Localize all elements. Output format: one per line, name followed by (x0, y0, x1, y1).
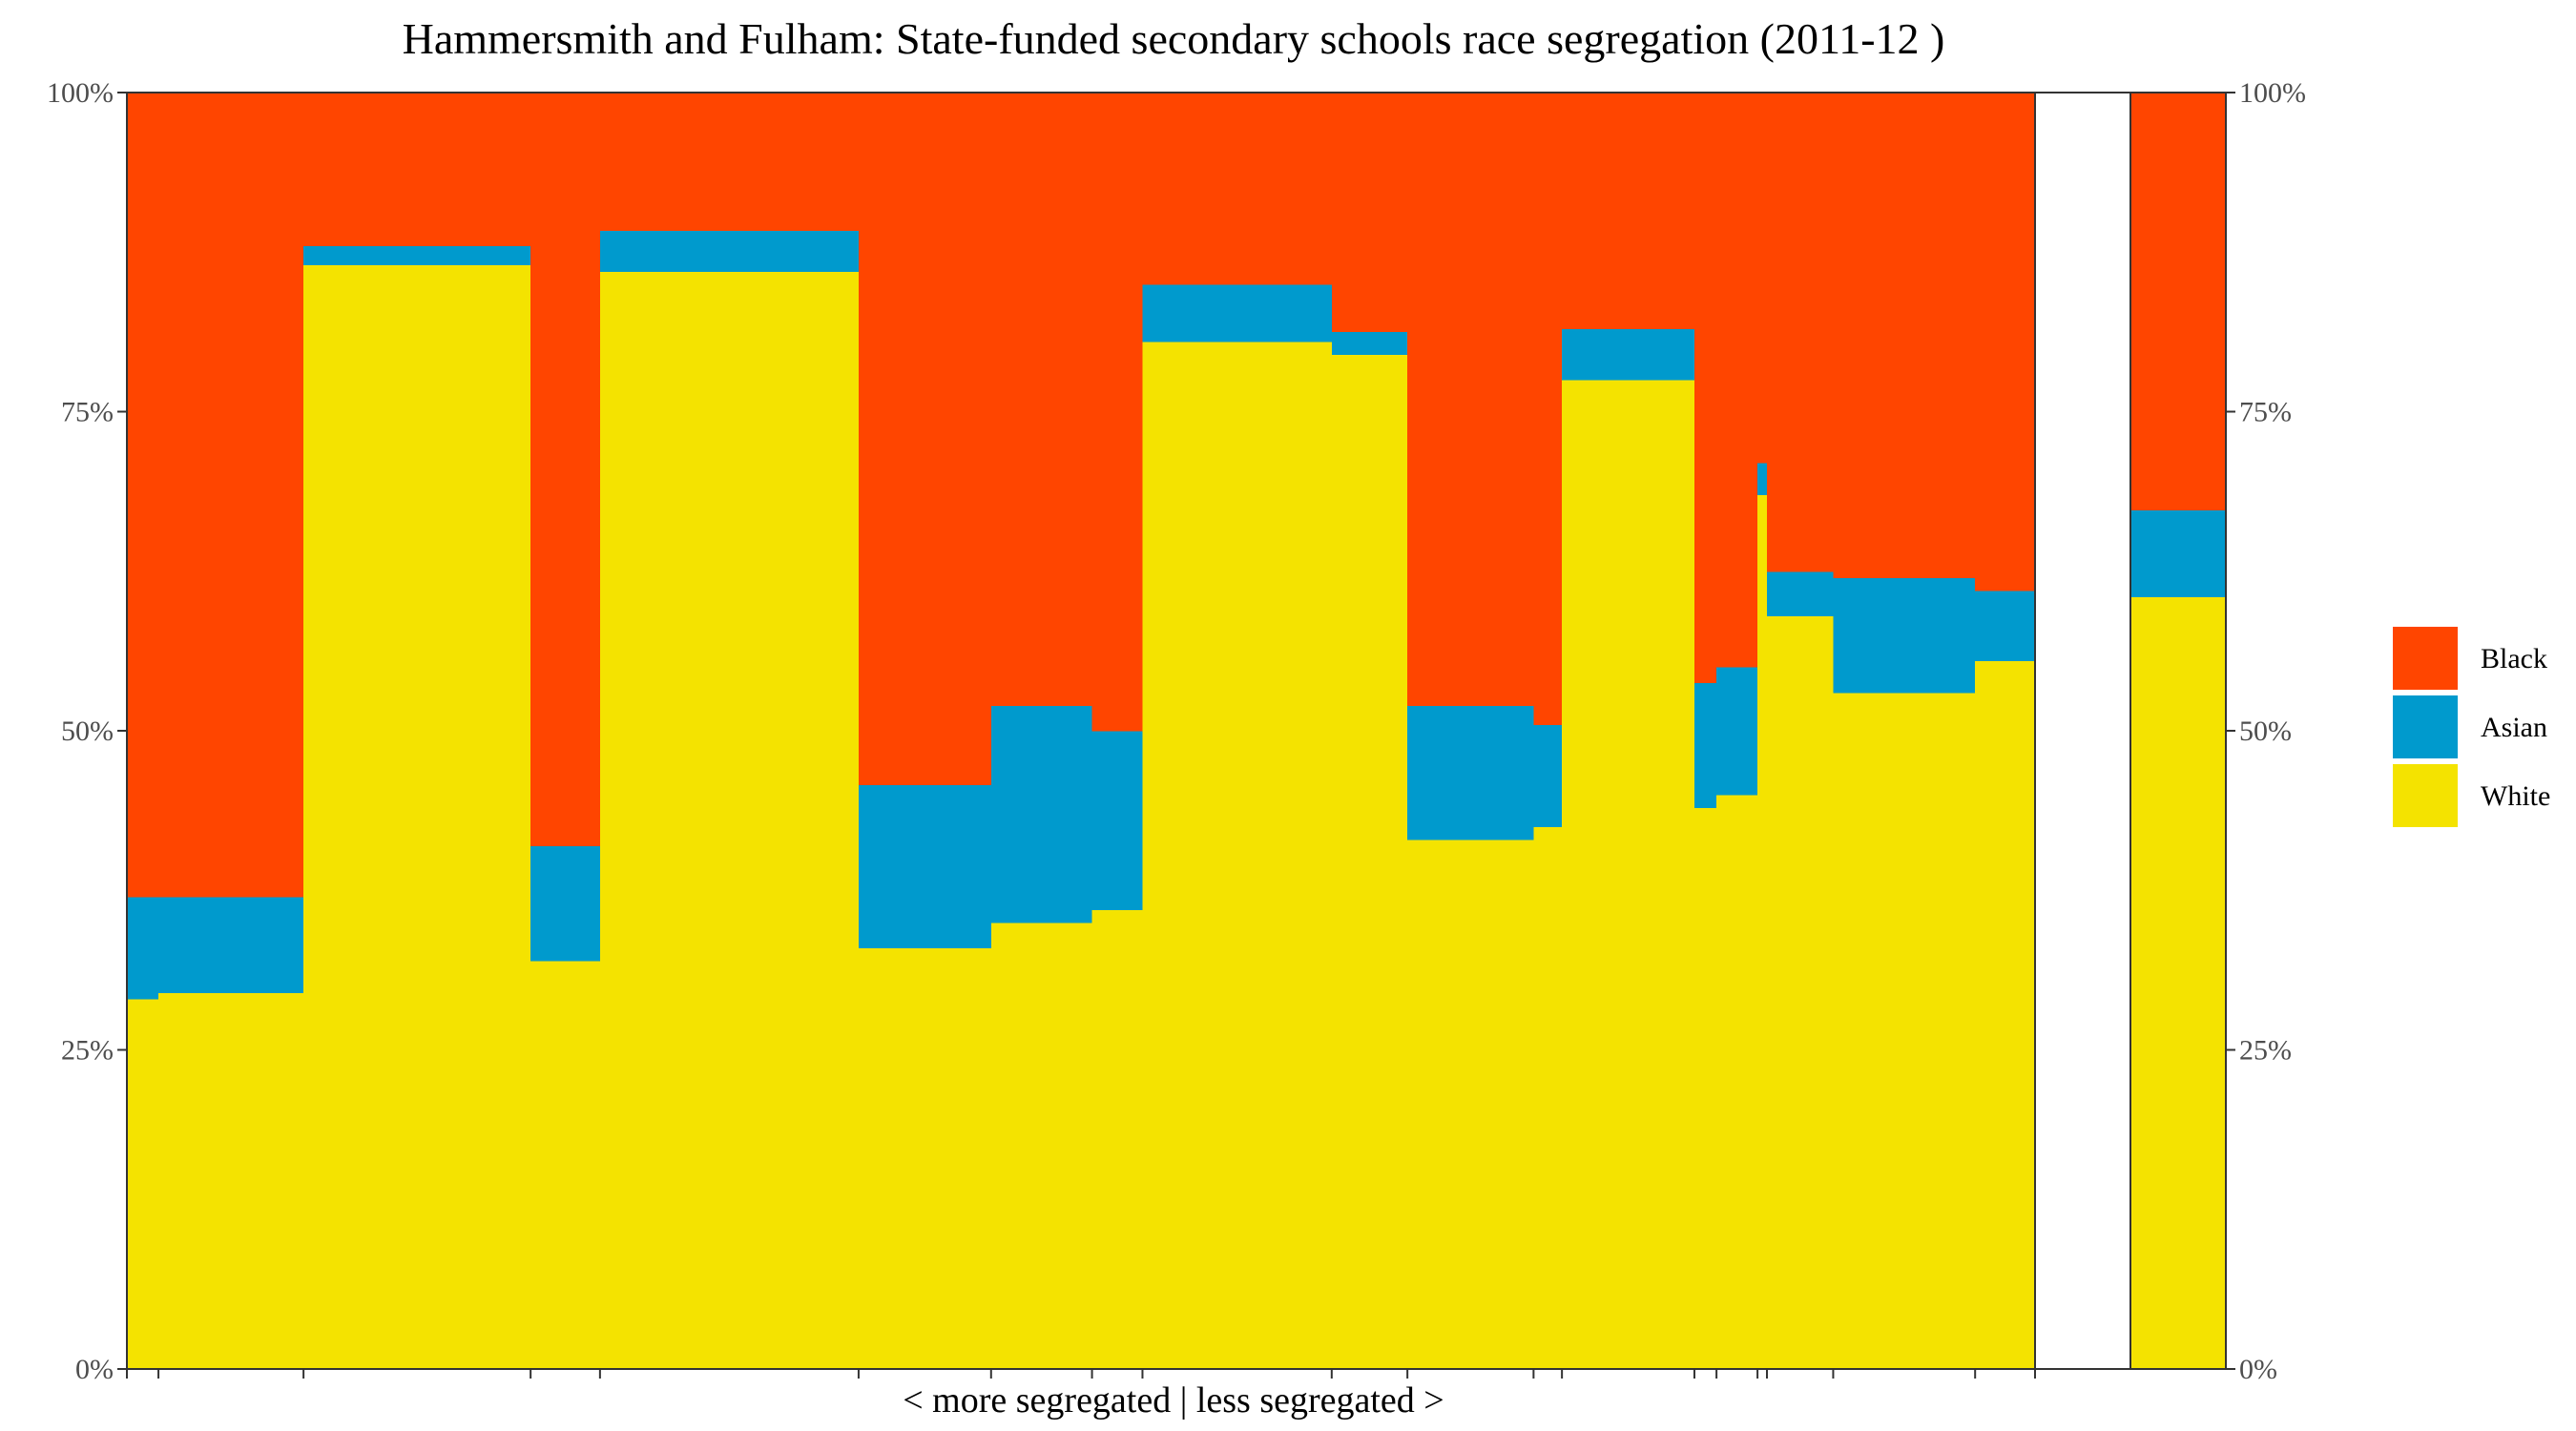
bar-white-school-9 (1142, 341, 1333, 1370)
bar-asian-school-9 (1142, 283, 1333, 342)
bar-white-school-3 (303, 264, 531, 1370)
plot-bars (127, 93, 2036, 1370)
bar-black-school-9 (1142, 93, 1333, 285)
bar-asian-school-6 (858, 784, 992, 949)
legend: Black Asian White (2393, 627, 2550, 827)
bar-white-school-2 (158, 992, 304, 1370)
bar-white-school-14 (1693, 807, 1717, 1370)
bar-white-school-8 (1091, 909, 1144, 1370)
legend-label-white: White (2481, 780, 2550, 812)
bar-asian-school-3 (303, 245, 531, 266)
bar-asian-school-12 (1533, 724, 1563, 827)
y-axis-left: 0% 25% 50% 75% 100% (47, 77, 127, 1385)
bar-white-school-10 (1331, 354, 1408, 1370)
bar-black-school-13 (1562, 93, 1695, 330)
bar-black-school-8 (1091, 93, 1144, 732)
bar-white-school-16 (1757, 494, 1768, 1370)
bar-asian-school-5 (599, 230, 860, 272)
bar-asian-school-8 (1091, 731, 1144, 910)
bar-asian-school-13 (1562, 328, 1695, 381)
bar-white-school-19 (1975, 660, 2036, 1370)
y-tick-label-left-3: 75% (61, 397, 114, 428)
legend-key-black (2393, 627, 2458, 690)
y-tick-label-right-2: 50% (2239, 716, 2292, 747)
bar-white-school-1 (127, 998, 159, 1370)
bar-white-school-12 (1533, 826, 1563, 1370)
gap-frame (2034, 92, 2131, 1370)
x-axis-label: < more segregated | less segregated > (903, 1380, 1444, 1421)
bar-black-school-17 (1767, 93, 1835, 572)
y-tick-label-right-0: 0% (2239, 1354, 2277, 1385)
legend-label-asian: Asian (2481, 712, 2547, 743)
bar-white-school-11 (1407, 839, 1534, 1370)
chart-title: Hammersmith and Fulham: State-funded sec… (403, 14, 1945, 63)
bar-white-school-13 (1562, 380, 1695, 1370)
bar-white-school-18 (1833, 692, 1976, 1370)
bar-black-school-3 (303, 93, 531, 247)
bar-asian-school-15 (1716, 667, 1758, 796)
overall-bars (2130, 93, 2227, 1370)
bar-white-school-7 (990, 922, 1093, 1370)
legend-label-black: Black (2481, 643, 2547, 674)
bar-black-school-11 (1407, 93, 1534, 706)
bar-black-school-6 (858, 93, 992, 785)
bar-asian-school-18 (1833, 577, 1976, 694)
bar-black-school-5 (599, 93, 860, 232)
y-tick-label-left-0: 0% (75, 1354, 114, 1385)
y-tick-label-left-4: 100% (47, 77, 114, 109)
bar-black-school-15 (1716, 93, 1758, 668)
bar-asian-school-19 (1975, 590, 2036, 662)
y-axis-right: 0% 25% 50% 75% 100% (2226, 77, 2306, 1385)
bar-black-school-19 (1975, 93, 2036, 591)
bar-asian-school-1 (127, 896, 159, 1000)
y-tick-label-left-2: 50% (61, 716, 114, 747)
bar-black-school-14 (1693, 93, 1717, 683)
bar-white-overall (2130, 596, 2227, 1370)
y-tick-label-left-1: 25% (61, 1035, 114, 1067)
bar-white-school-17 (1767, 615, 1835, 1370)
y-tick-label-right-1: 25% (2239, 1035, 2292, 1067)
bar-asian-school-7 (990, 705, 1093, 923)
bar-white-school-5 (599, 271, 860, 1370)
bar-black-school-7 (990, 93, 1093, 706)
x-axis (126, 1369, 2036, 1379)
bar-asian-school-17 (1767, 570, 1835, 617)
bar-asian-overall (2130, 509, 2227, 598)
bar-asian-school-16 (1757, 463, 1768, 496)
bar-asian-school-11 (1407, 705, 1534, 840)
bar-black-school-1 (127, 93, 159, 898)
y-tick-label-right-4: 100% (2239, 77, 2306, 109)
bar-asian-school-2 (158, 896, 304, 993)
bar-black-school-18 (1833, 93, 1976, 579)
bar-black-school-12 (1533, 93, 1563, 725)
bar-black-school-2 (158, 93, 304, 898)
bar-asian-school-14 (1693, 682, 1717, 808)
bar-black-school-4 (530, 93, 601, 847)
bar-white-school-6 (858, 947, 992, 1370)
bar-white-school-15 (1716, 794, 1758, 1370)
bar-black-overall (2130, 93, 2227, 511)
y-tick-label-right-3: 75% (2239, 397, 2292, 428)
legend-key-white (2393, 764, 2458, 827)
legend-key-asian (2393, 695, 2458, 758)
bar-asian-school-4 (530, 845, 601, 962)
bar-white-school-4 (530, 960, 601, 1370)
bar-asian-school-10 (1331, 331, 1408, 355)
bar-black-school-16 (1757, 93, 1768, 464)
bar-black-school-10 (1331, 93, 1408, 332)
